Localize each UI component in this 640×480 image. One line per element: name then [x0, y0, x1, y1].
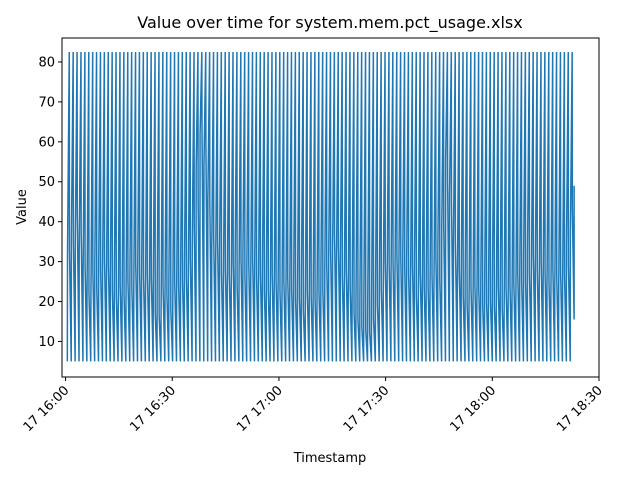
series-line — [66, 51, 575, 362]
y-tick-label: 50 — [38, 175, 55, 190]
y-tick-label: 10 — [38, 335, 55, 350]
y-axis: 10 20 30 40 50 60 70 80 — [38, 55, 62, 350]
y-tick-label: 60 — [38, 135, 55, 150]
x-tick-label: 17 17:30 — [341, 383, 393, 435]
y-tick-label: 20 — [38, 295, 55, 310]
y-axis-title: Value — [15, 189, 30, 225]
x-tick-label: 17 16:30 — [127, 383, 179, 435]
x-axis: 17 16:00 17 16:30 17 17:00 17 17:30 17 18:00… — [21, 377, 606, 435]
x-axis-title: Timestamp — [293, 451, 367, 466]
x-tick-label: 17 17:00 — [234, 383, 286, 435]
x-tick-label: 17 16:00 — [21, 383, 73, 435]
y-tick-label: 70 — [38, 95, 55, 110]
chart-title: Value over time for system.mem.pct_usage… — [137, 13, 522, 33]
y-tick-label: 30 — [38, 255, 55, 270]
y-tick-label: 80 — [38, 55, 55, 70]
plot-area — [61, 37, 600, 378]
y-tick-label: 40 — [38, 215, 55, 230]
plot-frame — [61, 37, 600, 378]
x-tick-label: 17 18:30 — [554, 383, 606, 435]
x-tick-label: 17 18:00 — [447, 383, 499, 435]
